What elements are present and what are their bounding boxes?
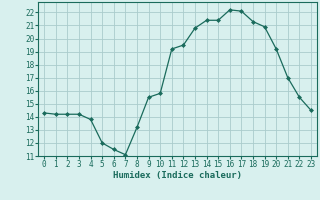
X-axis label: Humidex (Indice chaleur): Humidex (Indice chaleur) <box>113 171 242 180</box>
